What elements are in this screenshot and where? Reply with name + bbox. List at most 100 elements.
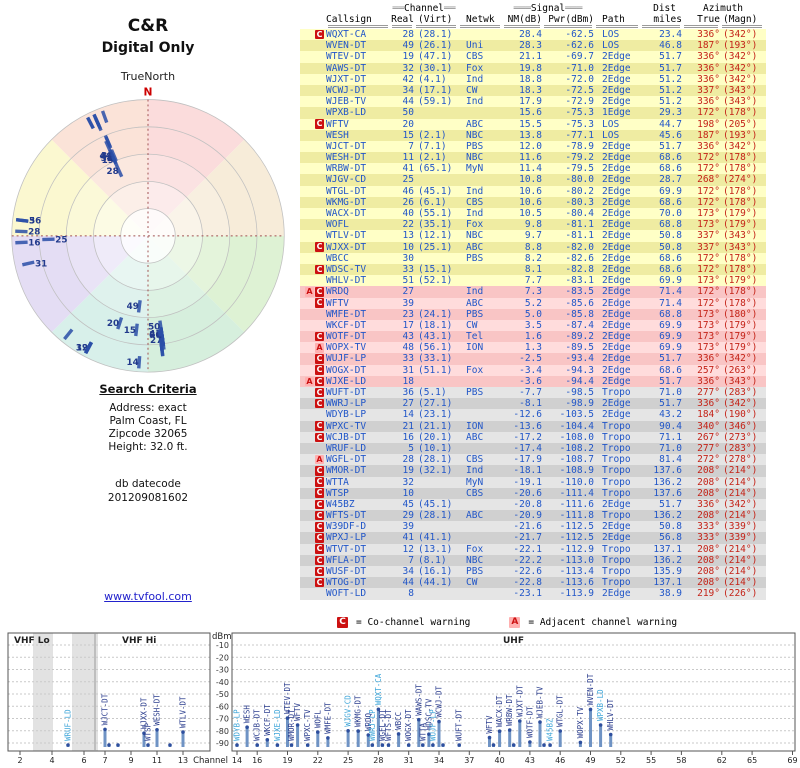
cell-virtual-channel: (44.1) <box>418 577 453 589</box>
table-group-header: ══Channel══ ═══Signal═══ Dist Azimuth <box>300 3 766 14</box>
radar-channel-label: 34 <box>101 151 113 161</box>
table-row: WTGL-DT 46 (45.1) Ind 10.6 -80.2 2Edge 69.9 172°… <box>300 185 766 197</box>
col-magn: (Magn) <box>723 14 758 25</box>
cell-distance: 137.6 <box>653 465 682 477</box>
cell-real-channel: 7 <box>408 554 414 566</box>
cell-power: -82.6 <box>565 252 594 264</box>
x-tick-label: 55 <box>646 756 656 765</box>
cell-power: -103.5 <box>559 409 594 421</box>
x-tick-label: 40 <box>495 756 505 765</box>
cell-azimuth-magnetic: (214°) <box>723 566 758 577</box>
cell-real-channel: 44 <box>402 577 414 589</box>
signal-table: ══Channel══ ═══Signal═══ Dist Azimuth Ca… <box>300 3 766 600</box>
cell-distance: 137.6 <box>653 487 682 499</box>
cell-callsign: WJXX-DT <box>326 241 367 253</box>
cell-distance: 29.3 <box>659 107 682 119</box>
adjacent-warning-badge: A <box>305 287 314 297</box>
radar-channel-label: 32 <box>101 154 113 164</box>
adjacent-warning-badge: A <box>315 343 324 353</box>
radar-station-marker <box>63 328 74 341</box>
cell-azimuth-true: 272° <box>697 454 720 466</box>
x-tick-label: 4 <box>49 756 54 765</box>
cell-real-channel: 18 <box>402 375 414 387</box>
cell-real-channel: 20 <box>402 118 414 130</box>
cell-azimuth-true: 268° <box>697 174 720 186</box>
cell-path: 2Edge <box>602 230 631 242</box>
table-row: WPXB-LD 50 15.6 -75.3 1Edge 29.3 172° (178°) <box>300 107 766 119</box>
cell-real-channel: 26 <box>402 196 414 208</box>
warning-legend: C = Co-channel warning A = Adjacent chan… <box>336 617 677 628</box>
cell-power: -71.0 <box>565 62 594 74</box>
spectrum-bar-cap <box>356 729 361 733</box>
cell-azimuth-true: 336° <box>697 498 720 510</box>
cell-distance: 50.8 <box>659 241 682 253</box>
cell-noise-margin: -12.6 <box>513 409 542 421</box>
co-channel-warning-badge: C <box>315 376 324 387</box>
cell-power: -85.6 <box>565 297 594 309</box>
spectrum-bar-cap <box>289 743 294 747</box>
cell-azimuth-true: 187° <box>697 40 720 52</box>
cell-path: 2Edge <box>602 208 631 219</box>
cell-real-channel: 8 <box>408 588 414 600</box>
cell-noise-margin: 17.9 <box>519 96 542 108</box>
cell-path: 2Edge <box>602 185 631 197</box>
warning-flags: C <box>300 387 326 398</box>
cell-path: 2Edge <box>602 163 631 175</box>
warning-flags: C <box>300 544 326 555</box>
cell-path: 2Edge <box>602 342 631 354</box>
cell-network: NBC <box>466 152 484 164</box>
cell-distance: 71.4 <box>659 297 682 309</box>
radar-channel-label: 31 <box>35 259 47 269</box>
true-north-label: TrueNorth <box>120 70 176 83</box>
cell-azimuth-true: 172° <box>697 263 720 275</box>
cell-callsign: WJCT-DT <box>326 140 367 152</box>
cell-azimuth-true: 172° <box>697 152 720 164</box>
cell-noise-margin: -22.2 <box>513 554 542 566</box>
cell-azimuth-magnetic: (214°) <box>723 465 758 477</box>
cell-noise-margin: 7.7 <box>524 275 542 287</box>
cell-azimuth-magnetic: (226°) <box>723 588 758 600</box>
cell-azimuth-magnetic: (342°) <box>723 398 758 410</box>
cell-path: Tropo <box>602 442 631 454</box>
cell-real-channel: 50 <box>402 107 414 119</box>
cell-distance: 51.7 <box>659 375 682 387</box>
cell-callsign: WRUF-LD <box>326 442 367 454</box>
station-callsign-label: WMOR-DT <box>287 709 296 741</box>
tvfool-link[interactable]: www.tvfool.com <box>104 590 192 603</box>
cell-virtual-channel: (5.1) <box>418 387 447 398</box>
cell-network: Fox <box>466 62 484 74</box>
uhf-label: UHF <box>503 636 524 646</box>
cell-distance: 38.9 <box>659 588 682 600</box>
cell-power: -80.0 <box>565 174 594 186</box>
cell-callsign: WOGX-DT <box>326 364 367 376</box>
spectrum-bar-cap <box>386 743 391 747</box>
cell-network: CW <box>466 319 478 331</box>
cell-real-channel: 29 <box>402 510 414 522</box>
spectrum-bar-cap <box>528 740 532 744</box>
table-row: C WCJB-DT 16 (20.1) ABC -17.2 -108.0 Tropo 71.1 2… <box>300 431 766 443</box>
cell-network: CW <box>466 84 478 96</box>
cell-noise-margin: 1.6 <box>524 331 542 343</box>
cell-virtual-channel: (45.1) <box>418 185 453 197</box>
warning-flags: C <box>300 29 326 40</box>
cell-path: 2Edge <box>602 62 631 74</box>
cell-azimuth-magnetic: (214°) <box>723 577 758 589</box>
co-channel-warning-badge: C <box>315 510 324 521</box>
cell-path: 2Edge <box>602 398 631 410</box>
station-callsign-label: WJCT-DT <box>101 693 110 725</box>
cell-real-channel: 41 <box>402 163 414 175</box>
radar-channel-label: 28 <box>107 167 119 177</box>
cell-path: 2Edge <box>602 297 631 309</box>
cell-azimuth-true: 208° <box>697 476 720 488</box>
station-callsign-label: WESH-DT <box>153 694 162 726</box>
cell-power: -112.5 <box>559 532 594 544</box>
cell-callsign: WESH-DT <box>326 152 367 164</box>
spectrum-bar-cap <box>181 730 185 734</box>
radar-station-marker <box>160 337 166 350</box>
radar-channel-label: 49 <box>127 302 139 312</box>
col-true: True <box>697 14 720 25</box>
spectrum-bar-cap <box>235 743 239 747</box>
x-tick-label: 13 <box>178 756 188 765</box>
station-callsign-label: WRBW-DT <box>505 694 514 726</box>
cell-azimuth-true: 336° <box>697 29 720 40</box>
